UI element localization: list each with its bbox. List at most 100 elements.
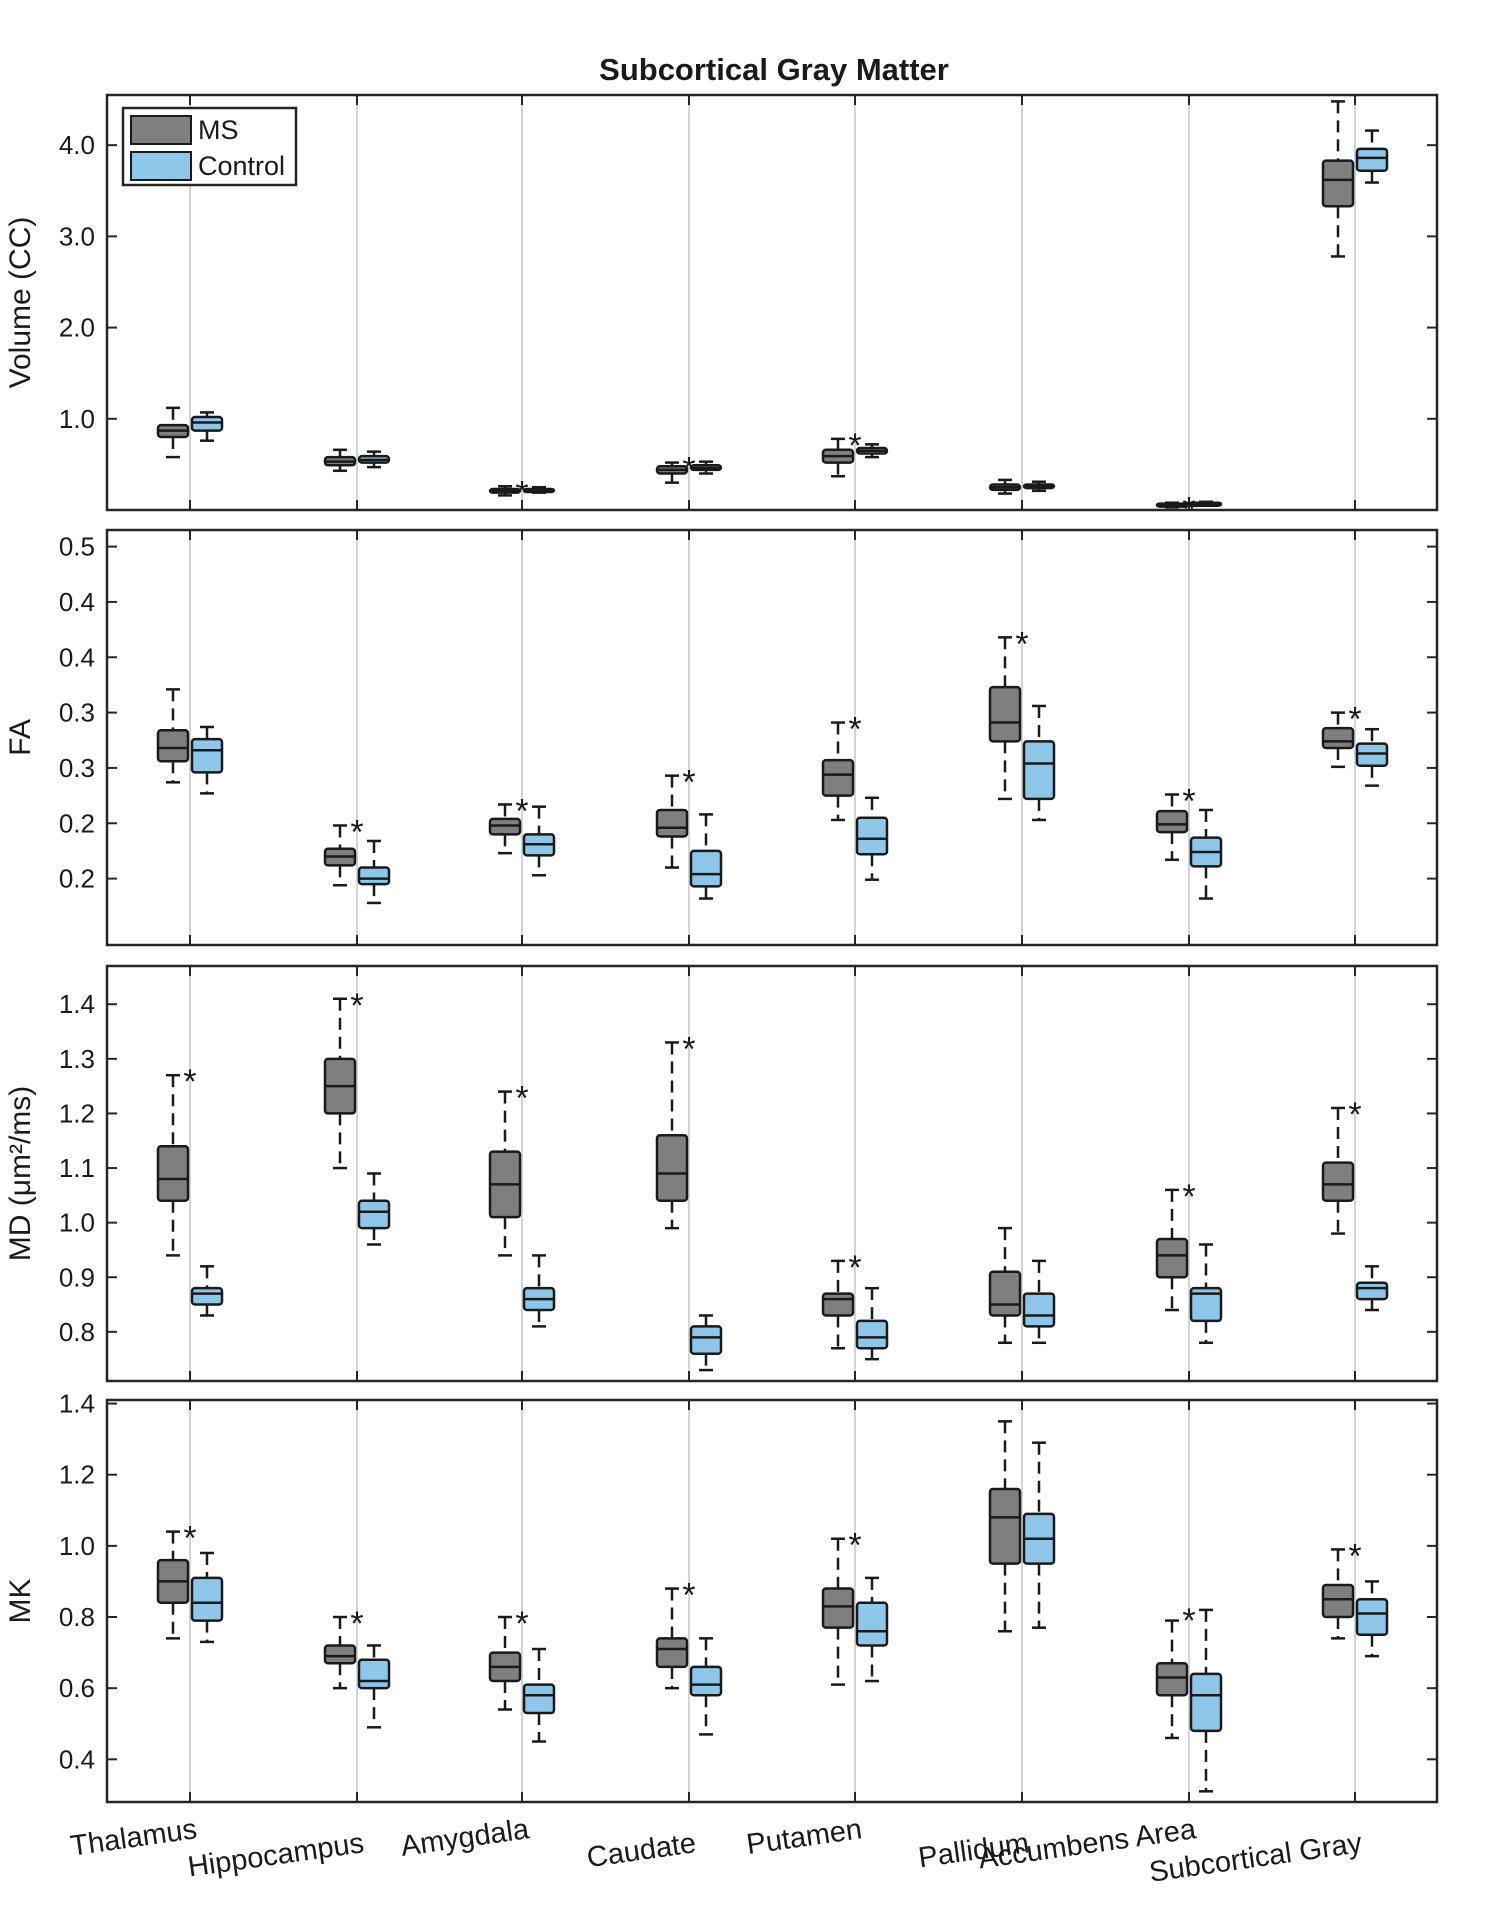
y-tick-label: 1.0 bbox=[59, 1531, 95, 1561]
y-tick-label: 0.3 bbox=[59, 698, 95, 728]
box-ms-3 bbox=[655, 1041, 689, 1230]
significance-marker: * bbox=[848, 711, 861, 749]
box-control-0 bbox=[190, 1265, 224, 1317]
y-axis-label: FA bbox=[4, 719, 37, 756]
box-ms-5 bbox=[988, 636, 1022, 801]
box-ms-2 bbox=[488, 1090, 522, 1257]
iqr-box bbox=[190, 415, 224, 432]
legend-swatch-control bbox=[130, 151, 192, 181]
panel-mk: 0.4 0.6 0.8 1.0 1.2 1.4 MK * * * * * * * bbox=[4, 1389, 1439, 1804]
significance-marker: * bbox=[848, 1249, 861, 1287]
y-tick-label: 3.0 bbox=[59, 221, 95, 251]
y-tick-label: 4.0 bbox=[59, 130, 95, 160]
y-tick-label: 1.0 bbox=[59, 1208, 95, 1238]
iqr-box bbox=[522, 1683, 556, 1715]
box-ms-7 bbox=[1321, 100, 1355, 258]
significance-marker: * bbox=[1348, 1537, 1361, 1575]
box-control-1 bbox=[357, 450, 391, 469]
y-tick-label: 0.5 bbox=[59, 532, 95, 562]
y-tick-label: 0.4 bbox=[59, 1744, 95, 1774]
figure-title: Subcortical Gray Matter bbox=[599, 52, 949, 87]
iqr-box bbox=[190, 1286, 224, 1306]
y-tick-label: 0.2 bbox=[59, 808, 95, 838]
box-control-1 bbox=[357, 1172, 391, 1246]
y-tick-label: 0.3 bbox=[59, 753, 95, 783]
axes-frame bbox=[105, 1398, 1439, 1804]
iqr-box bbox=[855, 816, 889, 856]
legend-label-ms: MS bbox=[198, 115, 239, 145]
axes-frame bbox=[105, 93, 1439, 512]
box-ms-1 bbox=[323, 824, 357, 887]
box-control-7 bbox=[1355, 1580, 1389, 1658]
iqr-box bbox=[1155, 1237, 1189, 1279]
box-ms-5 bbox=[988, 478, 1022, 495]
iqr-box bbox=[190, 737, 224, 774]
box-control-2 bbox=[522, 485, 556, 494]
significance-marker: * bbox=[1348, 701, 1361, 739]
significance-marker: * bbox=[183, 1063, 196, 1101]
iqr-box bbox=[1022, 740, 1056, 801]
box-control-5 bbox=[1022, 480, 1056, 493]
y-tick-label: 2.0 bbox=[59, 313, 95, 343]
significance-marker: * bbox=[682, 764, 695, 802]
significance-marker: * bbox=[1015, 625, 1028, 663]
box-control-0 bbox=[190, 725, 224, 795]
y-tick-label: 1.4 bbox=[59, 989, 95, 1019]
iqr-box bbox=[357, 1658, 391, 1690]
significance-marker: * bbox=[848, 427, 861, 465]
iqr-box bbox=[988, 685, 1022, 743]
box-ms-5 bbox=[988, 1420, 1022, 1633]
box-ms-6 bbox=[1155, 501, 1189, 509]
iqr-box bbox=[855, 1319, 889, 1350]
box-control-4 bbox=[855, 1286, 889, 1361]
iqr-box bbox=[988, 1270, 1022, 1317]
significance-marker: * bbox=[848, 1527, 861, 1565]
box-ms-0 bbox=[156, 1073, 190, 1257]
box-ms-4 bbox=[821, 1259, 855, 1350]
significance-marker: * bbox=[682, 1577, 695, 1615]
box-ms-1 bbox=[323, 997, 357, 1170]
significance-marker: * bbox=[515, 474, 528, 512]
iqr-box bbox=[156, 1144, 190, 1203]
box-control-2 bbox=[522, 1647, 556, 1743]
iqr-box bbox=[1355, 147, 1389, 172]
box-ms-1 bbox=[323, 448, 357, 473]
iqr-box bbox=[988, 1487, 1022, 1565]
iqr-box bbox=[1321, 1583, 1355, 1619]
box-ms-3 bbox=[655, 774, 689, 869]
axes-frame bbox=[105, 964, 1439, 1383]
iqr-box bbox=[821, 1292, 855, 1317]
iqr-box bbox=[821, 1587, 855, 1629]
box-control-3 bbox=[689, 460, 723, 475]
legend-label-control: Control bbox=[198, 151, 285, 181]
iqr-box bbox=[1189, 1286, 1223, 1323]
iqr-box bbox=[855, 1601, 889, 1647]
box-control-4 bbox=[855, 443, 889, 459]
box-control-3 bbox=[689, 1637, 723, 1736]
legend: MS Control bbox=[121, 106, 298, 187]
box-control-0 bbox=[190, 411, 224, 442]
y-tick-label: 1.4 bbox=[59, 1389, 95, 1419]
significance-marker: * bbox=[350, 813, 363, 851]
y-tick-label: 1.2 bbox=[59, 1460, 95, 1490]
box-control-6 bbox=[1189, 1608, 1223, 1793]
iqr-box bbox=[655, 1637, 689, 1669]
iqr-box bbox=[1321, 726, 1355, 750]
iqr-box bbox=[156, 729, 190, 763]
significance-marker: * bbox=[350, 987, 363, 1025]
box-ms-4 bbox=[821, 721, 855, 822]
significance-marker: * bbox=[515, 1605, 528, 1643]
box-ms-4 bbox=[821, 437, 855, 478]
significance-marker: * bbox=[183, 1520, 196, 1558]
iqr-box bbox=[689, 849, 723, 888]
panel-volume: 1.0 2.0 3.0 4.0 Volume (CC) * * * * bbox=[4, 93, 1439, 529]
box-control-6 bbox=[1189, 1243, 1223, 1345]
significance-marker: * bbox=[515, 792, 528, 830]
iqr-box bbox=[357, 866, 391, 886]
box-control-5 bbox=[1022, 704, 1056, 822]
axes-frame bbox=[105, 528, 1439, 947]
y-tick-label: 1.1 bbox=[59, 1153, 95, 1183]
box-ms-0 bbox=[156, 688, 190, 784]
